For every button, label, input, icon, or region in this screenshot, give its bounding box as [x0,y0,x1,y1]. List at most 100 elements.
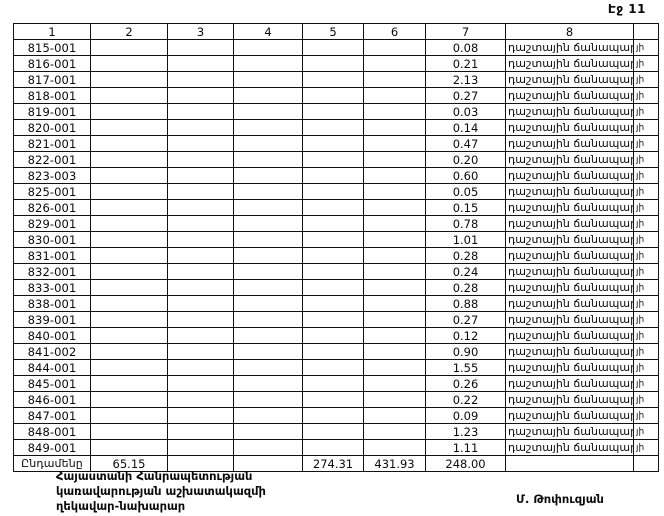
table-row: 840-001 0.12 դաշտային ճանապարհ յի [13,327,659,344]
cell-7: 0.21 [425,55,506,72]
cell-6 [363,135,426,152]
cell-2 [90,343,168,360]
cell-4 [233,103,303,120]
cell-7: 0.60 [425,167,506,184]
cell-6 [363,183,426,200]
cell-4 [233,215,303,232]
cell-6 [363,87,426,104]
cell-9: յի [633,183,659,200]
cell-2 [90,119,168,136]
cell-5 [302,55,364,72]
cell-2 [90,71,168,88]
cell-8: դաշտային ճանապարհ [505,343,634,360]
cell-8: դաշտային ճանապարհ [505,103,634,120]
cell-1: 829-001 [13,215,91,232]
cell-6 [363,407,426,424]
cell-8: դաշտային ճանապարհ [505,439,634,456]
cell-2 [90,375,168,392]
table-row: 815-001 0.08 դաշտային ճանապարհ յի [13,39,659,56]
cell-1: 833-001 [13,279,91,296]
cell-1: 818-001 [13,87,91,104]
table-row: 832-001 0.24 դաշտային ճանապարհ յի [13,263,659,280]
cell-7: 0.14 [425,119,506,136]
cell-1: 841-002 [13,343,91,360]
cell-1: 839-001 [13,311,91,328]
cell-8: դաշտային ճանապարհ [505,375,634,392]
cell-9: յի [633,391,659,408]
cell-4 [233,183,303,200]
cell-6 [363,359,426,376]
cell-3 [167,263,234,280]
cell-9: յի [633,311,659,328]
cell-5 [302,359,364,376]
cell-7: 0.03 [425,103,506,120]
cell-1: 848-001 [13,423,91,440]
cell-1: 819-001 [13,103,91,120]
cell-5 [302,343,364,360]
cell-3 [167,167,234,184]
table-row: 829-001 0.78 դաշտային ճանապարհ յի [13,215,659,232]
cell-1: 816-001 [13,55,91,72]
cell-7: 0.27 [425,311,506,328]
cell-5 [302,327,364,344]
cell-1: 849-001 [13,439,91,456]
cell-4 [233,55,303,72]
cell-2 [90,183,168,200]
cell-3 [167,295,234,312]
cell-1: 847-001 [13,407,91,424]
cell-1: 823-003 [13,167,91,184]
cell-4 [233,247,303,264]
cell-2 [90,215,168,232]
cell-9: յի [633,407,659,424]
cell-9: յի [633,439,659,456]
table-row: 841-002 0.90 դաշտային ճանապարհ յի [13,343,659,360]
cell-9: յի [633,279,659,296]
table-row: 848-001 1.23 դաշտային ճանապարհ յի [13,423,659,440]
table-row: 839-001 0.27 դաշտային ճանապարհ յի [13,311,659,328]
cell-8: դաշտային ճանապարհ [505,71,634,88]
cell-9: յի [633,375,659,392]
cell-9: յի [633,167,659,184]
cell-7: 0.90 [425,343,506,360]
cell-7: 0.05 [425,183,506,200]
cell-7: 0.12 [425,327,506,344]
cell-3 [167,247,234,264]
cell-9: յի [633,103,659,120]
cell-2 [90,279,168,296]
cell-5 [302,407,364,424]
cell-5 [302,295,364,312]
cell-8: դաշտային ճանապարհ [505,39,634,56]
cell-5 [302,71,364,88]
cell-6 [363,151,426,168]
cell-2 [90,391,168,408]
cell-6 [363,247,426,264]
cell-1: 830-001 [13,231,91,248]
cell-9: յի [633,199,659,216]
cell-9: յի [633,87,659,104]
cell-6 [363,343,426,360]
cell-1: 817-001 [13,71,91,88]
cell-1: 821-001 [13,135,91,152]
table-row: 845-001 0.26 դաշտային ճանապարհ յի [13,375,659,392]
cell-6 [363,231,426,248]
cell-4 [233,295,303,312]
cell-6 [363,375,426,392]
cell-6 [363,199,426,216]
cell-2 [90,55,168,72]
cell-2 [90,407,168,424]
cell-2 [90,39,168,56]
cell-5 [302,439,364,456]
footer-line-3: ղեկավար-նախարար [56,499,186,513]
cell-3 [167,343,234,360]
cell-7: 0.24 [425,263,506,280]
cell-1: 815-001 [13,39,91,56]
cell-3 [167,407,234,424]
cell-3 [167,103,234,120]
cell-8: դաշտային ճանապարհ [505,359,634,376]
table-row: 846-001 0.22 դաշտային ճանապարհ յի [13,391,659,408]
cell-1: 845-001 [13,375,91,392]
total-cell-1: Ընդամենը [13,455,91,472]
cell-8: դաշտային ճանապարհ [505,231,634,248]
cell-4 [233,167,303,184]
cell-7: 0.26 [425,375,506,392]
